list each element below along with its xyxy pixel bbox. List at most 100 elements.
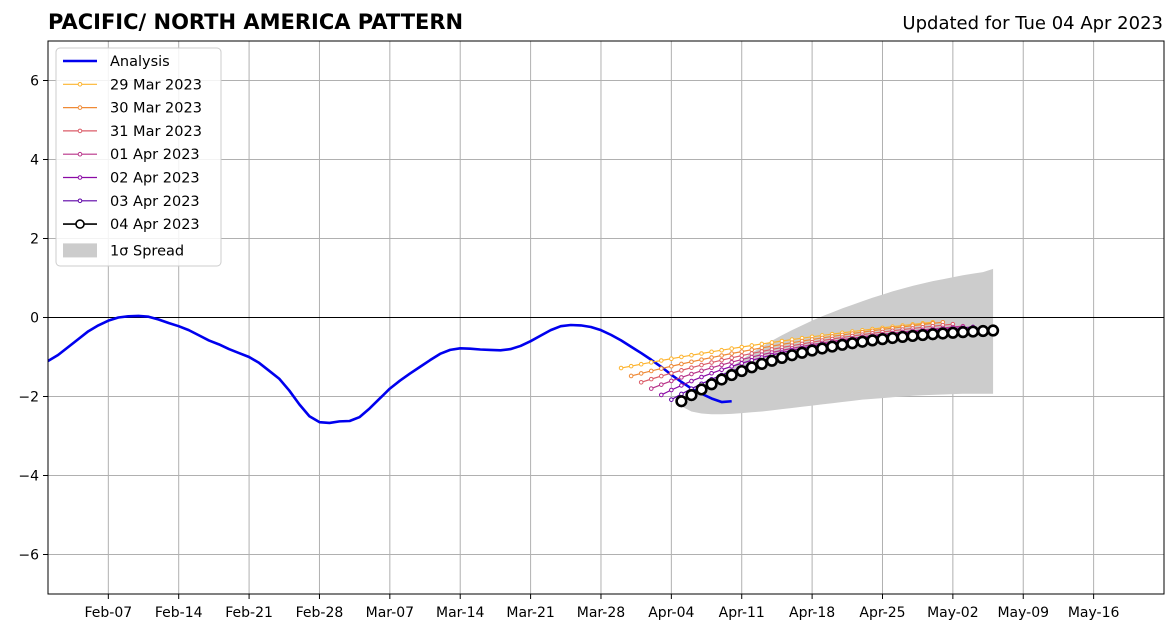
- forecast-point: [699, 357, 704, 362]
- forecast-point: [709, 360, 714, 365]
- forecast-point: [719, 357, 724, 363]
- forecast-point: [669, 356, 674, 361]
- forecast-point: [679, 368, 684, 373]
- forecast-point: [719, 347, 724, 353]
- forecast-point: [658, 382, 664, 387]
- forecast-point: [749, 347, 755, 353]
- forecast-point: [648, 360, 654, 365]
- forecast-point: [896, 330, 909, 344]
- forecast-point: [709, 355, 714, 360]
- x-tick-label: Feb-14: [155, 605, 203, 621]
- forecast-point: [735, 364, 748, 378]
- forecast-point: [705, 378, 718, 391]
- forecast-point: [689, 378, 694, 384]
- forecast-point: [729, 364, 734, 369]
- forecast-point: [866, 334, 879, 347]
- legend-forecast-label: 31 Mar 2023: [110, 124, 202, 140]
- y-tick-label: −4: [18, 469, 39, 485]
- forecast-point: [719, 353, 724, 358]
- forecast-point: [648, 386, 654, 391]
- forecast-point: [715, 373, 728, 386]
- forecast-point: [679, 361, 684, 367]
- forecast-point: [745, 361, 758, 374]
- legend-analysis-label: Analysis: [110, 54, 170, 70]
- forecast-point: [719, 367, 724, 372]
- forecast-series: [628, 319, 946, 379]
- forecast-point: [628, 363, 634, 369]
- forecast-point: [976, 324, 990, 338]
- legend-forecast-label: 29 Mar 2023: [110, 77, 202, 93]
- analysis-line: [48, 314, 732, 425]
- legend-forecast-marker: [77, 151, 83, 157]
- forecast-point: [806, 344, 819, 357]
- forecast-point: [669, 370, 674, 376]
- forecast-point: [936, 327, 949, 340]
- forecast-point: [648, 376, 654, 382]
- forecast-point: [679, 354, 684, 360]
- forecast-point: [689, 371, 694, 377]
- legend-forecast-label: 02 Apr 2023: [110, 171, 200, 187]
- plot-area: Feb-07 Feb-14 Feb-21 Feb-28 Mar-07 Mar-14 Mar-…: [18, 40, 1165, 621]
- forecast-point: [689, 352, 694, 358]
- forecast-point: [729, 355, 734, 361]
- legend-forecast-marker: [77, 128, 83, 134]
- forecast-point: [785, 349, 799, 362]
- forecast-point: [648, 368, 654, 374]
- forecast-point: [729, 351, 734, 356]
- forecast-point: [956, 326, 970, 339]
- forecast-point: [795, 346, 809, 359]
- legend-forecast-label: 04 Apr 2023: [110, 217, 200, 233]
- forecast-point: [739, 360, 745, 366]
- forecast-point: [739, 349, 745, 354]
- legend-forecast-label: 30 Mar 2023: [110, 101, 202, 117]
- legend-forecast-marker: [77, 105, 83, 110]
- x-tick-label: Apr-25: [859, 605, 905, 621]
- forecast-point: [699, 351, 704, 356]
- forecast-point: [638, 361, 644, 367]
- forecast-point: [679, 375, 684, 380]
- forecast-point: [658, 373, 664, 379]
- forecast-point: [729, 346, 734, 351]
- forecast-point: [679, 383, 684, 388]
- forecast-point: [826, 340, 839, 353]
- legend-forecast-marker: [77, 82, 83, 87]
- x-tick-label: Feb-07: [84, 605, 132, 621]
- legend-spread-swatch: [63, 243, 97, 258]
- legend-spread-label: 1σ Spread: [110, 243, 184, 259]
- forecast-point: [699, 362, 704, 368]
- forecast-point: [658, 366, 664, 371]
- forecast-point: [836, 338, 849, 351]
- x-tick-label: Apr-11: [719, 605, 765, 621]
- x-tick-label: May-02: [927, 605, 979, 621]
- forecast-point: [759, 341, 765, 347]
- forecast-point: [709, 370, 714, 376]
- forecast-point: [709, 365, 714, 371]
- forecast-point: [709, 349, 714, 355]
- legend-forecast-label: 01 Apr 2023: [110, 147, 200, 163]
- forecast-point: [669, 387, 674, 393]
- y-tick-label: −6: [18, 548, 39, 564]
- forecast-point: [669, 378, 674, 384]
- forecast-point: [769, 340, 775, 345]
- forecast-point: [886, 331, 899, 345]
- forecast-series: [675, 324, 1000, 408]
- chart-title: PACIFIC/ NORTH AMERICA PATTERN: [48, 10, 463, 34]
- forecast-point: [685, 388, 698, 402]
- forecast-point: [669, 363, 674, 369]
- x-tick-label: Feb-28: [296, 605, 344, 621]
- forecast-point: [699, 374, 704, 380]
- forecast-point: [739, 353, 745, 358]
- forecast-point: [638, 371, 644, 376]
- forecast-point: [618, 365, 624, 371]
- forecast-point: [739, 357, 745, 362]
- y-tick-label: −2: [18, 390, 39, 406]
- x-tick-label: Mar-21: [506, 605, 554, 621]
- forecast-point: [876, 333, 889, 346]
- forecast-point: [689, 365, 694, 370]
- legend: Analysis 29 Mar 2023 30 Mar 2023 31 Mar 202…: [55, 47, 222, 267]
- forecast-point: [658, 358, 664, 363]
- x-tick-label: May-09: [997, 605, 1049, 621]
- forecast-point: [966, 325, 980, 338]
- forecast-point: [699, 368, 704, 374]
